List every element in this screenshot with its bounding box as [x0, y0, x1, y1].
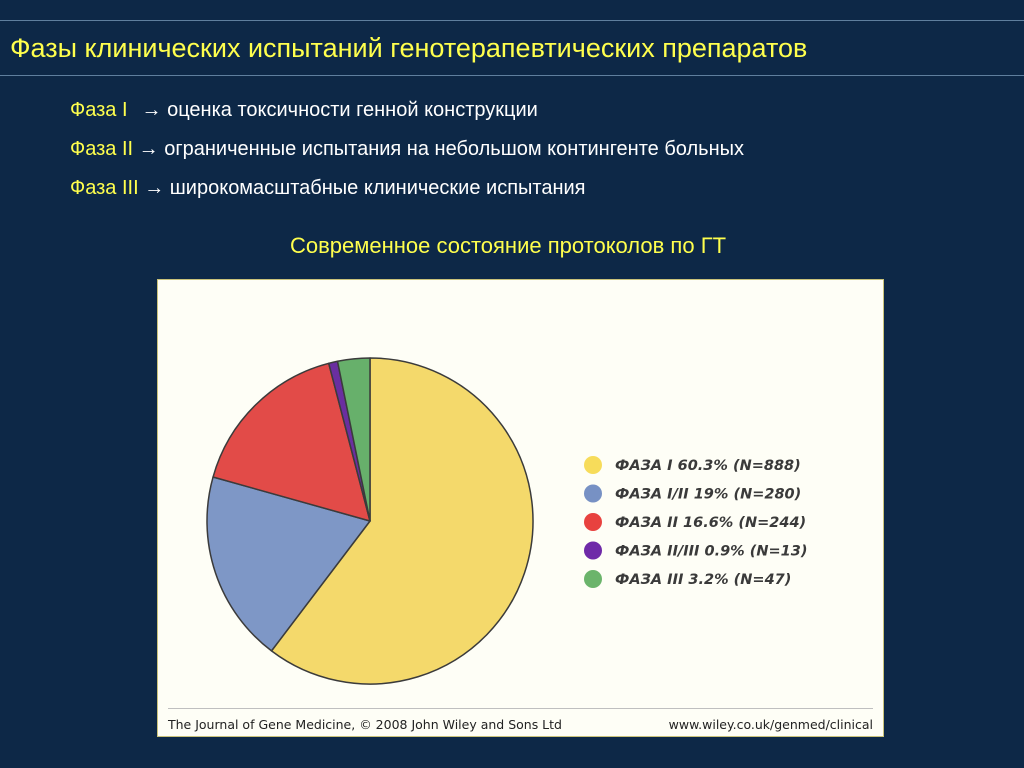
arrow-icon: → — [141, 99, 162, 121]
chart-panel: ФАЗА I 60.3% (N=888) ФАЗА I/II 19% (N=280… — [157, 279, 884, 737]
legend-marker-3 — [584, 513, 602, 531]
legend-label-2: ФАЗА I/II 19% (N=280) — [615, 487, 801, 503]
pie-slice-5 — [336, 357, 371, 522]
pie-slice-1 — [270, 357, 534, 685]
legend-label-4: ФАЗА II/III 0.9% (N=13) — [615, 544, 807, 560]
legend-label-5: ФАЗА III 3.2% (N=47) — [615, 572, 791, 588]
pie-slice-2 — [206, 476, 371, 652]
pie-chart: ФАЗА I 60.3% (N=888) ФАЗА I/II 19% (N=280… — [206, 357, 807, 685]
legend-marker-1 — [584, 456, 602, 474]
chart-source-url: www.wiley.co.uk/genmed/clinical — [668, 717, 873, 732]
footer-divider — [168, 708, 873, 709]
legend-marker-5 — [584, 570, 602, 588]
phase-line-1: Фаза I → оценка токсичности генной констр… — [70, 99, 538, 122]
legend-label-3: ФАЗА II 16.6% (N=244) — [615, 515, 806, 531]
phase-line-3: Фаза III → широкомасштабные клинические … — [70, 177, 586, 200]
phase-name: Фаза III — [70, 177, 139, 199]
chart-source: The Journal of Gene Medicine, © 2008 Joh… — [168, 717, 562, 732]
arrow-icon: → — [144, 177, 165, 199]
phase-description: ограниченные испытания на небольшом конт… — [164, 138, 744, 160]
phase-name: Фаза I — [70, 99, 128, 121]
phase-name: Фаза II — [70, 138, 134, 160]
phase-description: широкомасштабные клинические испытания — [169, 177, 586, 199]
pie-slice-3 — [212, 362, 371, 522]
legend-marker-4 — [584, 541, 602, 560]
arrow-icon: → — [138, 138, 159, 160]
legend-marker-2 — [584, 484, 602, 503]
legend-label-1: ФАЗА I 60.3% (N=888) — [615, 458, 801, 474]
chart-heading: Современное состояние протоколов по ГТ — [289, 233, 727, 258]
title-bar: Фазы клинических испытаний генотерапевти… — [0, 20, 1024, 76]
slide-title: Фазы клинических испытаний генотерапевти… — [10, 33, 808, 63]
phase-description: оценка токсичности генной конструкции — [167, 99, 538, 121]
phase-line-2: Фаза II → ограниченные испытания на небо… — [70, 138, 744, 161]
